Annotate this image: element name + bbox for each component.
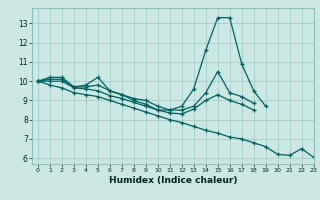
X-axis label: Humidex (Indice chaleur): Humidex (Indice chaleur) [108,176,237,185]
